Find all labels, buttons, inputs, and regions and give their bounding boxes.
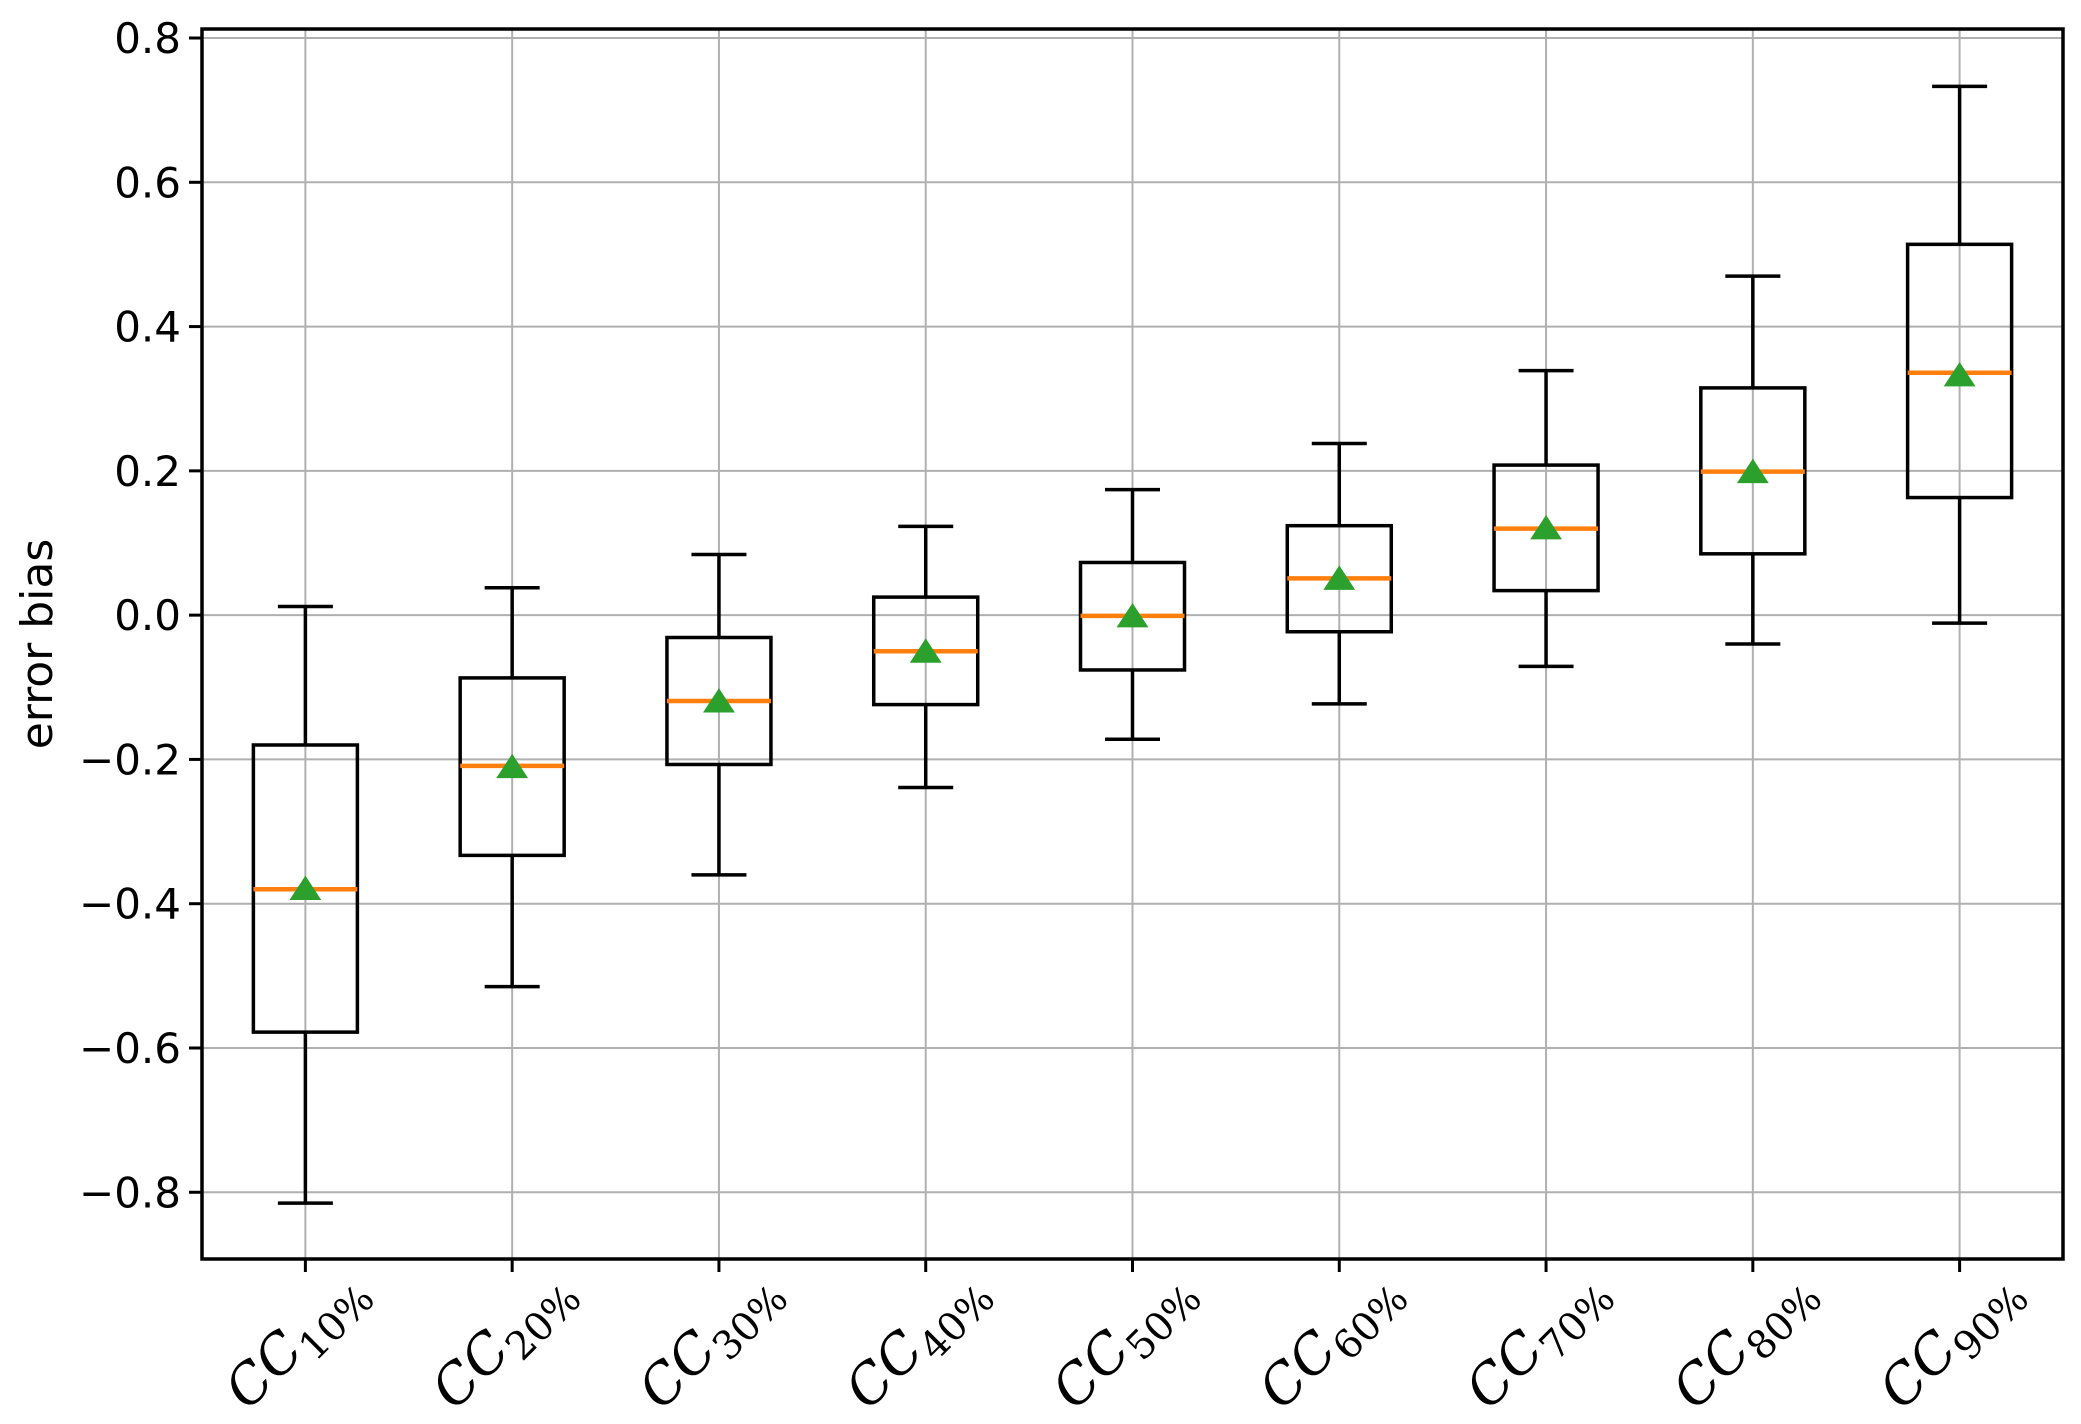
mean-marker bbox=[289, 875, 322, 901]
box-CC50% bbox=[1078, 487, 1187, 741]
y-tick-label-−0.2: −0.2 bbox=[79, 735, 181, 784]
y-tick-label-−0.8: −0.8 bbox=[79, 1168, 181, 1217]
y-tick-label-0.8: 0.8 bbox=[114, 14, 181, 63]
x-tick-label-CC90%: CC90% bbox=[1867, 1257, 2038, 1424]
grid-layer bbox=[202, 29, 2063, 1259]
box-CC20% bbox=[458, 585, 566, 989]
x-tick-label-CC40%: CC40% bbox=[833, 1257, 1004, 1424]
y-tick-label-−0.6: −0.6 bbox=[79, 1024, 181, 1073]
y-axis-label: error bias bbox=[12, 539, 63, 750]
mean-marker bbox=[909, 638, 942, 663]
x-tick-label-CC50%: CC50% bbox=[1039, 1257, 1210, 1424]
box-CC90% bbox=[1905, 84, 2014, 625]
mean-marker bbox=[1116, 602, 1149, 628]
box-CC10% bbox=[251, 604, 360, 1205]
x-tick-label-CC60%: CC60% bbox=[1246, 1257, 1417, 1424]
box-CC80% bbox=[1699, 274, 1807, 646]
mean-marker bbox=[496, 753, 529, 779]
mean-marker bbox=[1323, 565, 1356, 590]
axes-spines bbox=[200, 27, 2065, 1261]
box-CC60% bbox=[1285, 441, 1394, 706]
y-tick-label-−0.4: −0.4 bbox=[79, 880, 181, 929]
box-CC70% bbox=[1492, 368, 1600, 669]
y-tick-label-0.6: 0.6 bbox=[114, 158, 181, 207]
y-tick-label-0.4: 0.4 bbox=[114, 303, 181, 352]
box-layer bbox=[251, 84, 2014, 1205]
x-tick-label-CC80%: CC80% bbox=[1660, 1257, 1831, 1424]
mean-marker bbox=[1736, 458, 1769, 484]
mean-marker bbox=[1943, 361, 1976, 387]
box-CC40% bbox=[871, 524, 980, 790]
mean-marker bbox=[703, 688, 735, 713]
x-tick-label-CC20%: CC20% bbox=[419, 1257, 590, 1424]
box-CC30% bbox=[665, 552, 773, 877]
x-tick-label-CC30%: CC30% bbox=[626, 1257, 797, 1424]
y-tick-label-0.2: 0.2 bbox=[114, 447, 181, 496]
spine-layer bbox=[200, 27, 2065, 1261]
x-tick-label-CC70%: CC70% bbox=[1453, 1257, 1624, 1424]
y-tick-label-0.0: 0.0 bbox=[114, 591, 181, 640]
x-tick-label-CC10%: CC10% bbox=[212, 1257, 383, 1424]
mean-marker bbox=[1530, 514, 1562, 540]
